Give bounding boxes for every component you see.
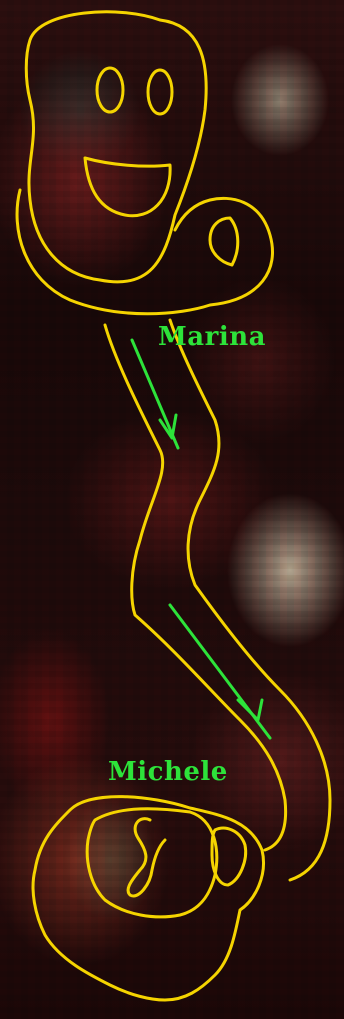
path-right-edge xyxy=(168,318,332,882)
bottom-figure-inner-outline xyxy=(85,807,219,919)
arrow-upper-shaft xyxy=(130,338,180,450)
top-figure-left-eye xyxy=(95,66,125,114)
top-figure-body-outline xyxy=(15,188,274,316)
top-figure-smile xyxy=(83,156,172,218)
label-marina: Marina xyxy=(158,322,266,352)
bottom-figure-squiggle xyxy=(126,817,167,898)
arrow-upper-head xyxy=(158,413,178,440)
path-left-edge xyxy=(103,323,288,852)
top-figure-head-outline xyxy=(24,10,208,284)
bottom-figure-ear xyxy=(210,826,248,887)
arrow-lower-head xyxy=(236,698,264,722)
bottom-figure-outline xyxy=(31,795,265,1002)
top-figure-ear xyxy=(208,216,240,267)
top-figure-right-eye xyxy=(146,68,174,116)
label-michele: Michele xyxy=(108,757,228,787)
